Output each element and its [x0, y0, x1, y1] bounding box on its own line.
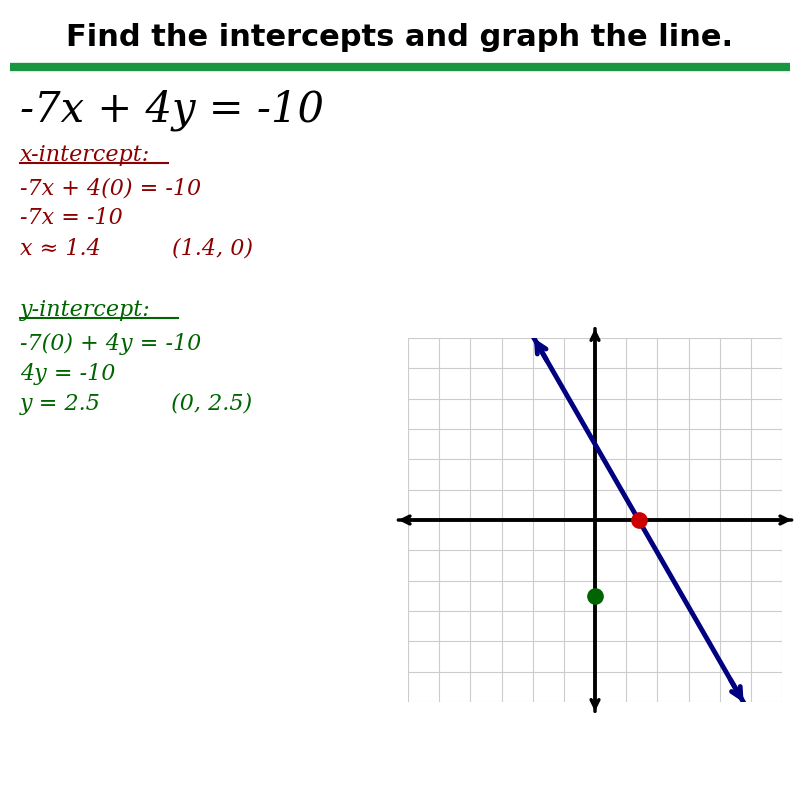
Text: y-intercept:: y-intercept:: [20, 299, 150, 321]
Text: Sometimes dealing with
equations that are in Standard
Form isn't the best way to: Sometimes dealing with equations that ar…: [454, 530, 735, 680]
Text: -7(0) + 4y = -10: -7(0) + 4y = -10: [20, 333, 202, 355]
Text: x-intercept:: x-intercept:: [20, 144, 150, 166]
Text: -7x + 4(0) = -10: -7x + 4(0) = -10: [20, 177, 201, 199]
Text: -7x + 4y = -10: -7x + 4y = -10: [20, 89, 324, 131]
Text: y = 2.5          (0, 2.5): y = 2.5 (0, 2.5): [20, 393, 253, 415]
Text: -7x = -10: -7x = -10: [20, 207, 122, 229]
Text: x ≈ 1.4          (1.4, 0): x ≈ 1.4 (1.4, 0): [20, 237, 253, 259]
Text: Find the intercepts and graph the line.: Find the intercepts and graph the line.: [66, 23, 734, 53]
Text: 4y = -10: 4y = -10: [20, 363, 115, 385]
